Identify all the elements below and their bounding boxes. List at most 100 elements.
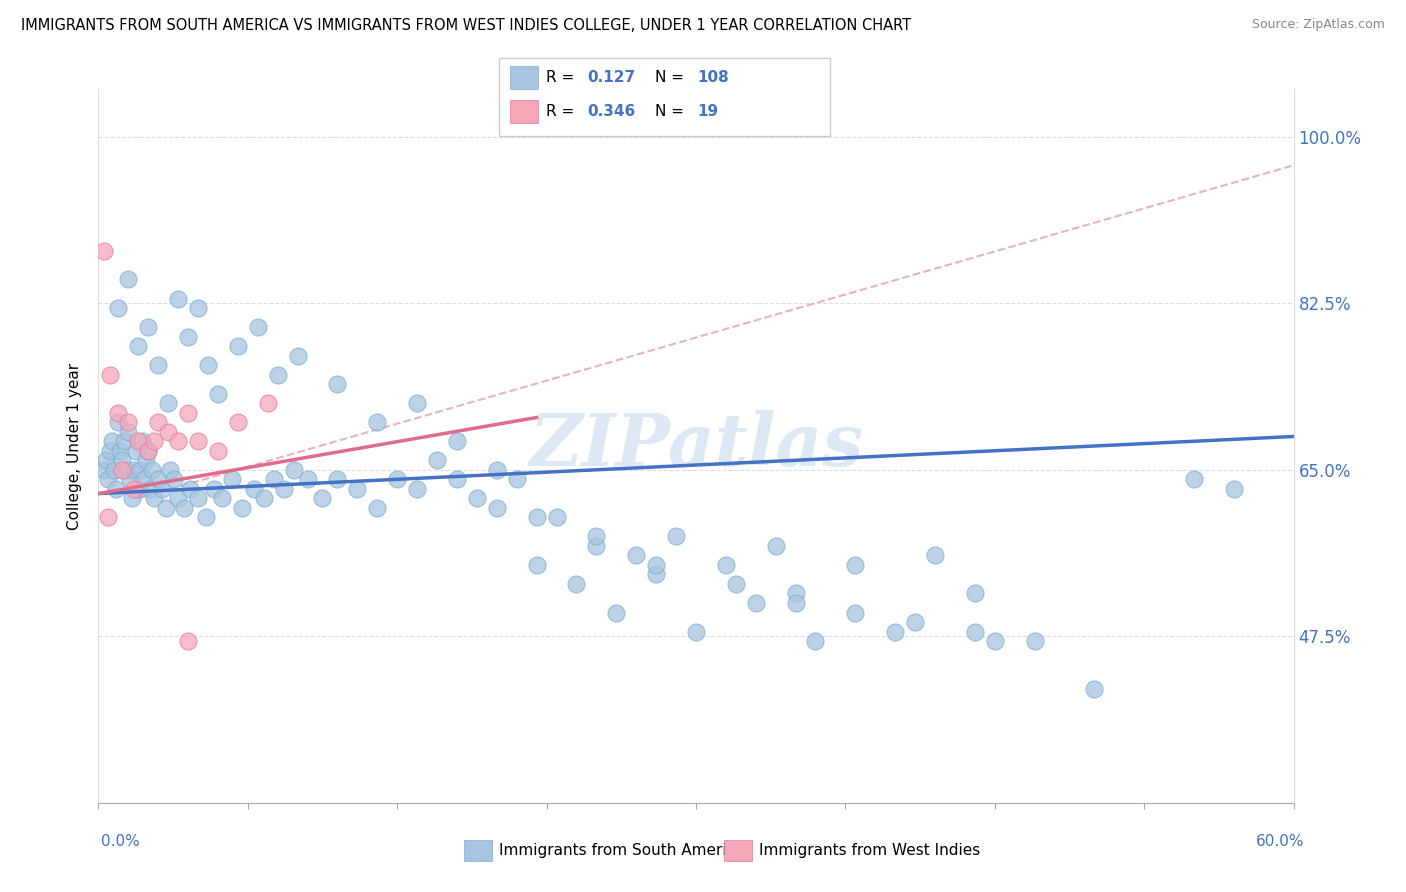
Point <box>121 491 143 506</box>
Point <box>139 482 162 496</box>
Point <box>844 558 866 572</box>
Point <box>167 292 190 306</box>
Point <box>263 472 285 486</box>
Point <box>273 482 295 496</box>
Point <box>924 549 946 563</box>
Point <box>243 482 266 496</box>
Point <box>485 500 508 515</box>
Point <box>117 415 139 429</box>
Point <box>136 320 159 334</box>
Point <box>665 529 688 543</box>
Point <box>112 434 135 449</box>
Point <box>177 406 200 420</box>
Text: 0.127: 0.127 <box>588 70 636 85</box>
Point <box>103 463 125 477</box>
Point <box>246 320 269 334</box>
Point <box>136 443 159 458</box>
Point <box>605 606 627 620</box>
Point <box>326 472 349 486</box>
Point <box>143 491 166 506</box>
Point <box>127 339 149 353</box>
Point <box>127 482 149 496</box>
Point <box>98 443 122 458</box>
Text: 19: 19 <box>697 104 718 119</box>
Point <box>111 463 134 477</box>
Text: Immigrants from West Indies: Immigrants from West Indies <box>759 843 980 857</box>
Point <box>1182 472 1205 486</box>
Point <box>129 463 152 477</box>
Point <box>526 510 548 524</box>
Point <box>134 472 156 486</box>
Point <box>406 482 429 496</box>
Point <box>179 482 201 496</box>
Point <box>125 443 148 458</box>
Point <box>765 539 787 553</box>
Point <box>159 463 181 477</box>
Point <box>163 472 186 486</box>
Point <box>984 634 1007 648</box>
Point <box>117 272 139 286</box>
Text: 108: 108 <box>697 70 730 85</box>
Point <box>506 472 529 486</box>
Point <box>115 463 138 477</box>
Text: ZIPatlas: ZIPatlas <box>529 410 863 482</box>
Point <box>148 415 170 429</box>
Point <box>565 577 588 591</box>
Point <box>124 482 146 496</box>
Point <box>231 500 253 515</box>
Point <box>804 634 827 648</box>
Point <box>105 482 128 496</box>
Point <box>177 634 200 648</box>
Point <box>287 349 309 363</box>
Point <box>117 425 139 439</box>
Point <box>101 434 124 449</box>
Point <box>111 453 134 467</box>
Point <box>207 386 229 401</box>
Point <box>645 567 668 582</box>
Point <box>406 396 429 410</box>
Point <box>724 577 747 591</box>
Point <box>904 615 927 629</box>
Text: 0.346: 0.346 <box>588 104 636 119</box>
Point <box>311 491 333 506</box>
Point <box>167 434 190 449</box>
Text: N =: N = <box>655 70 689 85</box>
Y-axis label: College, Under 1 year: College, Under 1 year <box>67 362 83 530</box>
Point <box>267 368 290 382</box>
Point <box>1024 634 1046 648</box>
Point <box>107 415 129 429</box>
Point <box>714 558 737 572</box>
Point <box>120 472 142 486</box>
Point <box>884 624 907 639</box>
Point <box>124 463 146 477</box>
Text: IMMIGRANTS FROM SOUTH AMERICA VS IMMIGRANTS FROM WEST INDIES COLLEGE, UNDER 1 YE: IMMIGRANTS FROM SOUTH AMERICA VS IMMIGRA… <box>21 18 911 33</box>
Point <box>107 301 129 315</box>
Point <box>526 558 548 572</box>
Point <box>148 358 170 372</box>
Point <box>98 368 122 382</box>
Point <box>150 482 173 496</box>
Point <box>173 500 195 515</box>
Point <box>197 358 219 372</box>
Point <box>366 500 388 515</box>
Point <box>685 624 707 639</box>
Point <box>385 472 409 486</box>
Point <box>346 482 368 496</box>
Point <box>221 472 243 486</box>
Point <box>645 558 668 572</box>
Point <box>97 510 120 524</box>
Point <box>283 463 305 477</box>
Point <box>131 434 153 449</box>
Text: Immigrants from South America: Immigrants from South America <box>499 843 745 857</box>
Point <box>226 339 249 353</box>
Point <box>107 406 129 420</box>
Text: 60.0%: 60.0% <box>1257 834 1305 849</box>
Point <box>963 624 986 639</box>
Point <box>136 443 159 458</box>
Point <box>207 443 229 458</box>
Point <box>155 500 177 515</box>
Point <box>96 453 118 467</box>
Point <box>626 549 648 563</box>
Point <box>585 529 607 543</box>
Point <box>446 434 468 449</box>
